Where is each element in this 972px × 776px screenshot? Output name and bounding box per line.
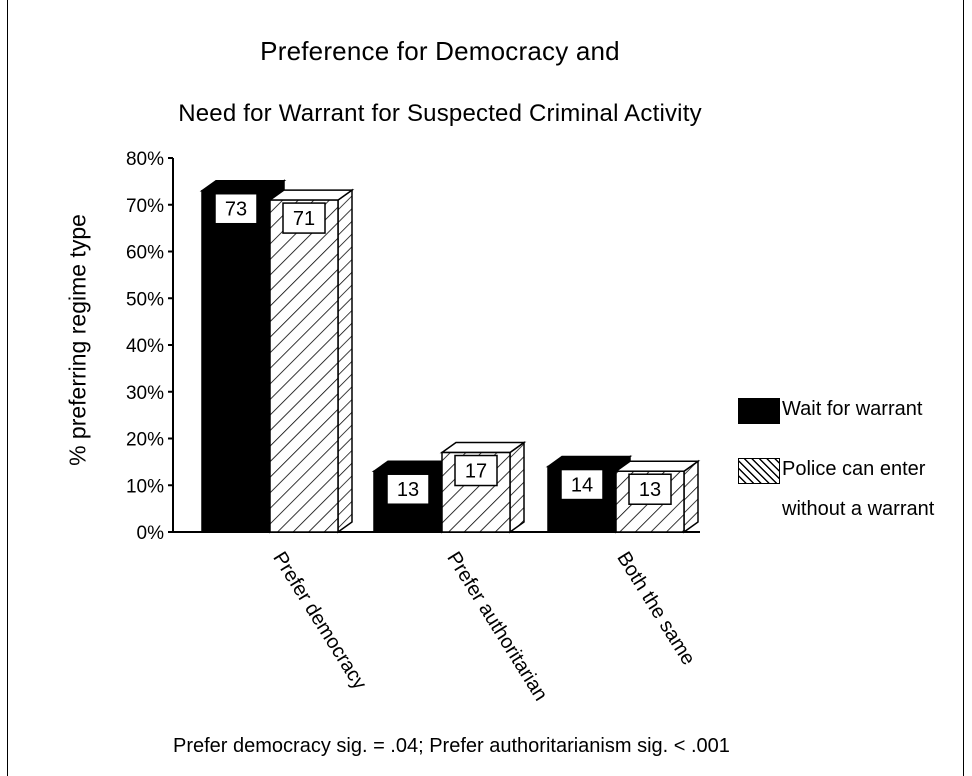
chart-title: Preference for Democracy and xyxy=(260,36,620,66)
bar-police-can-enter: 13 xyxy=(613,459,701,534)
chart-subtitle: Need for Warrant for Suspected Criminal … xyxy=(178,100,702,127)
y-tick-label: 30% xyxy=(126,383,164,404)
bar-front xyxy=(201,189,271,533)
data-label: 13 xyxy=(397,479,419,501)
data-label: 73 xyxy=(225,199,247,221)
data-label-box xyxy=(386,473,430,505)
data-label-box xyxy=(454,454,498,487)
bars: 73 13 14 71 17 13 xyxy=(199,179,701,534)
bar-top xyxy=(199,179,287,192)
bar-top xyxy=(439,441,527,454)
data-label-box xyxy=(282,202,326,234)
significance-note: Prefer democracy sig. = .04; Prefer auth… xyxy=(173,735,730,757)
bar-side xyxy=(509,441,525,534)
data-label-box xyxy=(628,473,672,505)
legend-label: Police can enter xyxy=(782,458,926,480)
bar-top xyxy=(267,189,355,201)
axes: 0% 10% 20% 30% 40% 50% 60% 70% 80% xyxy=(126,149,700,544)
data-label: 13 xyxy=(639,479,661,501)
y-tick-label: 20% xyxy=(126,430,164,451)
bar-police-can-enter: 71 xyxy=(267,188,355,534)
y-tick-label: 80% xyxy=(126,149,164,170)
y-tick-label: 50% xyxy=(126,289,164,310)
y-tick-label: 40% xyxy=(126,336,164,357)
data-label: 17 xyxy=(465,461,487,483)
y-tick-label: 70% xyxy=(126,196,164,217)
legend-swatch-solid xyxy=(738,398,780,424)
bar-side xyxy=(683,459,699,534)
legend-swatch-hatched xyxy=(738,458,780,484)
legend-label: Wait for warrant xyxy=(782,398,923,420)
bar-side xyxy=(337,188,353,534)
y-tick-label: 10% xyxy=(126,476,164,497)
left-border-line xyxy=(7,0,8,776)
bar-top xyxy=(613,460,701,472)
data-label-box xyxy=(560,468,604,501)
bar-top xyxy=(545,455,633,468)
bar-police-can-enter: 17 xyxy=(439,441,527,534)
data-label: 14 xyxy=(571,475,593,497)
right-border-line xyxy=(963,0,964,776)
y-tick-label: 0% xyxy=(137,523,165,544)
data-label: 71 xyxy=(293,208,315,230)
y-tick-label: 60% xyxy=(126,243,164,264)
data-label-box xyxy=(214,192,258,225)
legend-label-line2: without a warrant xyxy=(782,498,935,520)
bar-front xyxy=(269,199,339,533)
